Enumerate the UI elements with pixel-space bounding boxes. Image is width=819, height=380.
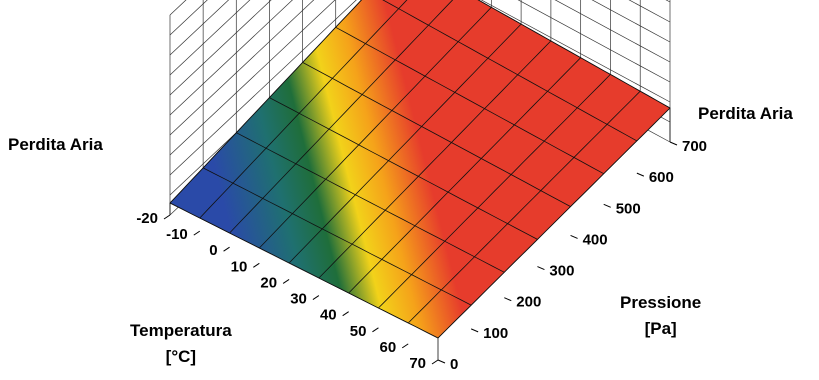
z-axis-label: Pressione [Pa] — [620, 290, 701, 342]
x-tick-label: 40 — [320, 307, 337, 324]
wall-grid-line — [591, 0, 671, 43]
surface-mesh-line — [288, 23, 522, 264]
x-tick-mark — [223, 246, 230, 252]
x-tick-mark — [282, 279, 290, 284]
wall-grid-line — [169, 0, 315, 136]
surface-mesh-line — [335, 26, 604, 175]
x-tick-label: -10 — [166, 226, 188, 243]
surface-mesh-line — [378, 74, 611, 309]
x-tick-mark — [312, 295, 320, 300]
y-axis-label-right: Perdita Aria — [698, 104, 793, 123]
wall-grid-line — [169, 0, 230, 56]
surface-mesh-line — [229, 0, 454, 234]
x-tick-mark — [372, 327, 379, 333]
surface-mesh-line — [199, 0, 408, 219]
z-tick-mark — [437, 359, 446, 364]
z-tick-mark — [669, 141, 678, 146]
z-tick-label: 500 — [616, 200, 641, 217]
surface-mesh-line — [407, 90, 641, 324]
x-tick-label: 60 — [380, 339, 397, 356]
surface-mesh-line — [477, 0, 671, 109]
z-tick-mark — [470, 328, 479, 333]
surface-mesh-line — [382, 0, 638, 142]
x-tick-mark — [401, 343, 409, 349]
z-tick-label: 100 — [483, 325, 508, 342]
x-tick-label: 50 — [350, 323, 367, 340]
z-tick-label: 200 — [516, 294, 541, 311]
surface-mesh-line — [269, 97, 538, 240]
x-tick-label: -20 — [136, 210, 158, 227]
z-tick-mark — [636, 172, 645, 177]
wall-grid-line — [169, 0, 336, 156]
wall-grid-line — [480, 0, 671, 103]
x-tick-mark — [431, 359, 439, 365]
x-axis-label: Temperatura [°C] — [130, 318, 232, 370]
x-axis-label-line2: [°C] — [165, 347, 197, 366]
surface-mesh-line — [169, 0, 362, 204]
wall-grid-line — [169, 0, 357, 176]
z-axis-label-line2: [Pa] — [644, 319, 677, 338]
z-tick-mark — [570, 234, 578, 239]
wall-grid-line — [554, 0, 671, 63]
wall-grid-line — [169, 0, 251, 76]
z-tick-label: 300 — [549, 263, 574, 280]
x-tick-label: 10 — [231, 258, 248, 275]
z-tick-mark — [537, 266, 545, 271]
chart-surface — [169, 0, 671, 360]
z-tick-label: 600 — [649, 169, 674, 186]
z-tick-label: 0 — [450, 356, 458, 373]
z-axis-label-line1: Pressione — [620, 293, 702, 312]
surface-mesh-line — [318, 40, 552, 279]
x-tick-label: 70 — [409, 355, 426, 372]
wall-grid-line — [169, 0, 272, 96]
surface-mesh-line — [236, 132, 505, 273]
surface-mesh-line — [302, 62, 571, 207]
z-tick-label: 400 — [583, 231, 608, 248]
surface-mesh-line — [169, 202, 439, 339]
x-tick-label: 20 — [260, 274, 277, 291]
surface-mesh-line — [202, 167, 472, 306]
z-tick-mark — [504, 297, 512, 302]
x-tick-mark — [342, 311, 349, 317]
z-tick-label: 700 — [682, 138, 707, 155]
surface-mesh-line — [348, 57, 581, 294]
x-tick-label: 30 — [290, 291, 307, 308]
x-axis-label-line1: Temperatura — [130, 321, 232, 340]
x-tick-mark — [253, 262, 260, 268]
z-tick-mark — [603, 203, 611, 208]
surface-mesh-line — [259, 7, 492, 249]
x-tick-label: 0 — [209, 242, 217, 259]
y-axis-label-left: Perdita Aria — [8, 135, 103, 154]
x-tick-mark — [193, 230, 201, 236]
wall-grid-line — [517, 0, 671, 83]
x-tick-mark — [163, 214, 171, 220]
surface-mesh-line — [437, 107, 671, 339]
wall-grid-line — [169, 0, 293, 116]
